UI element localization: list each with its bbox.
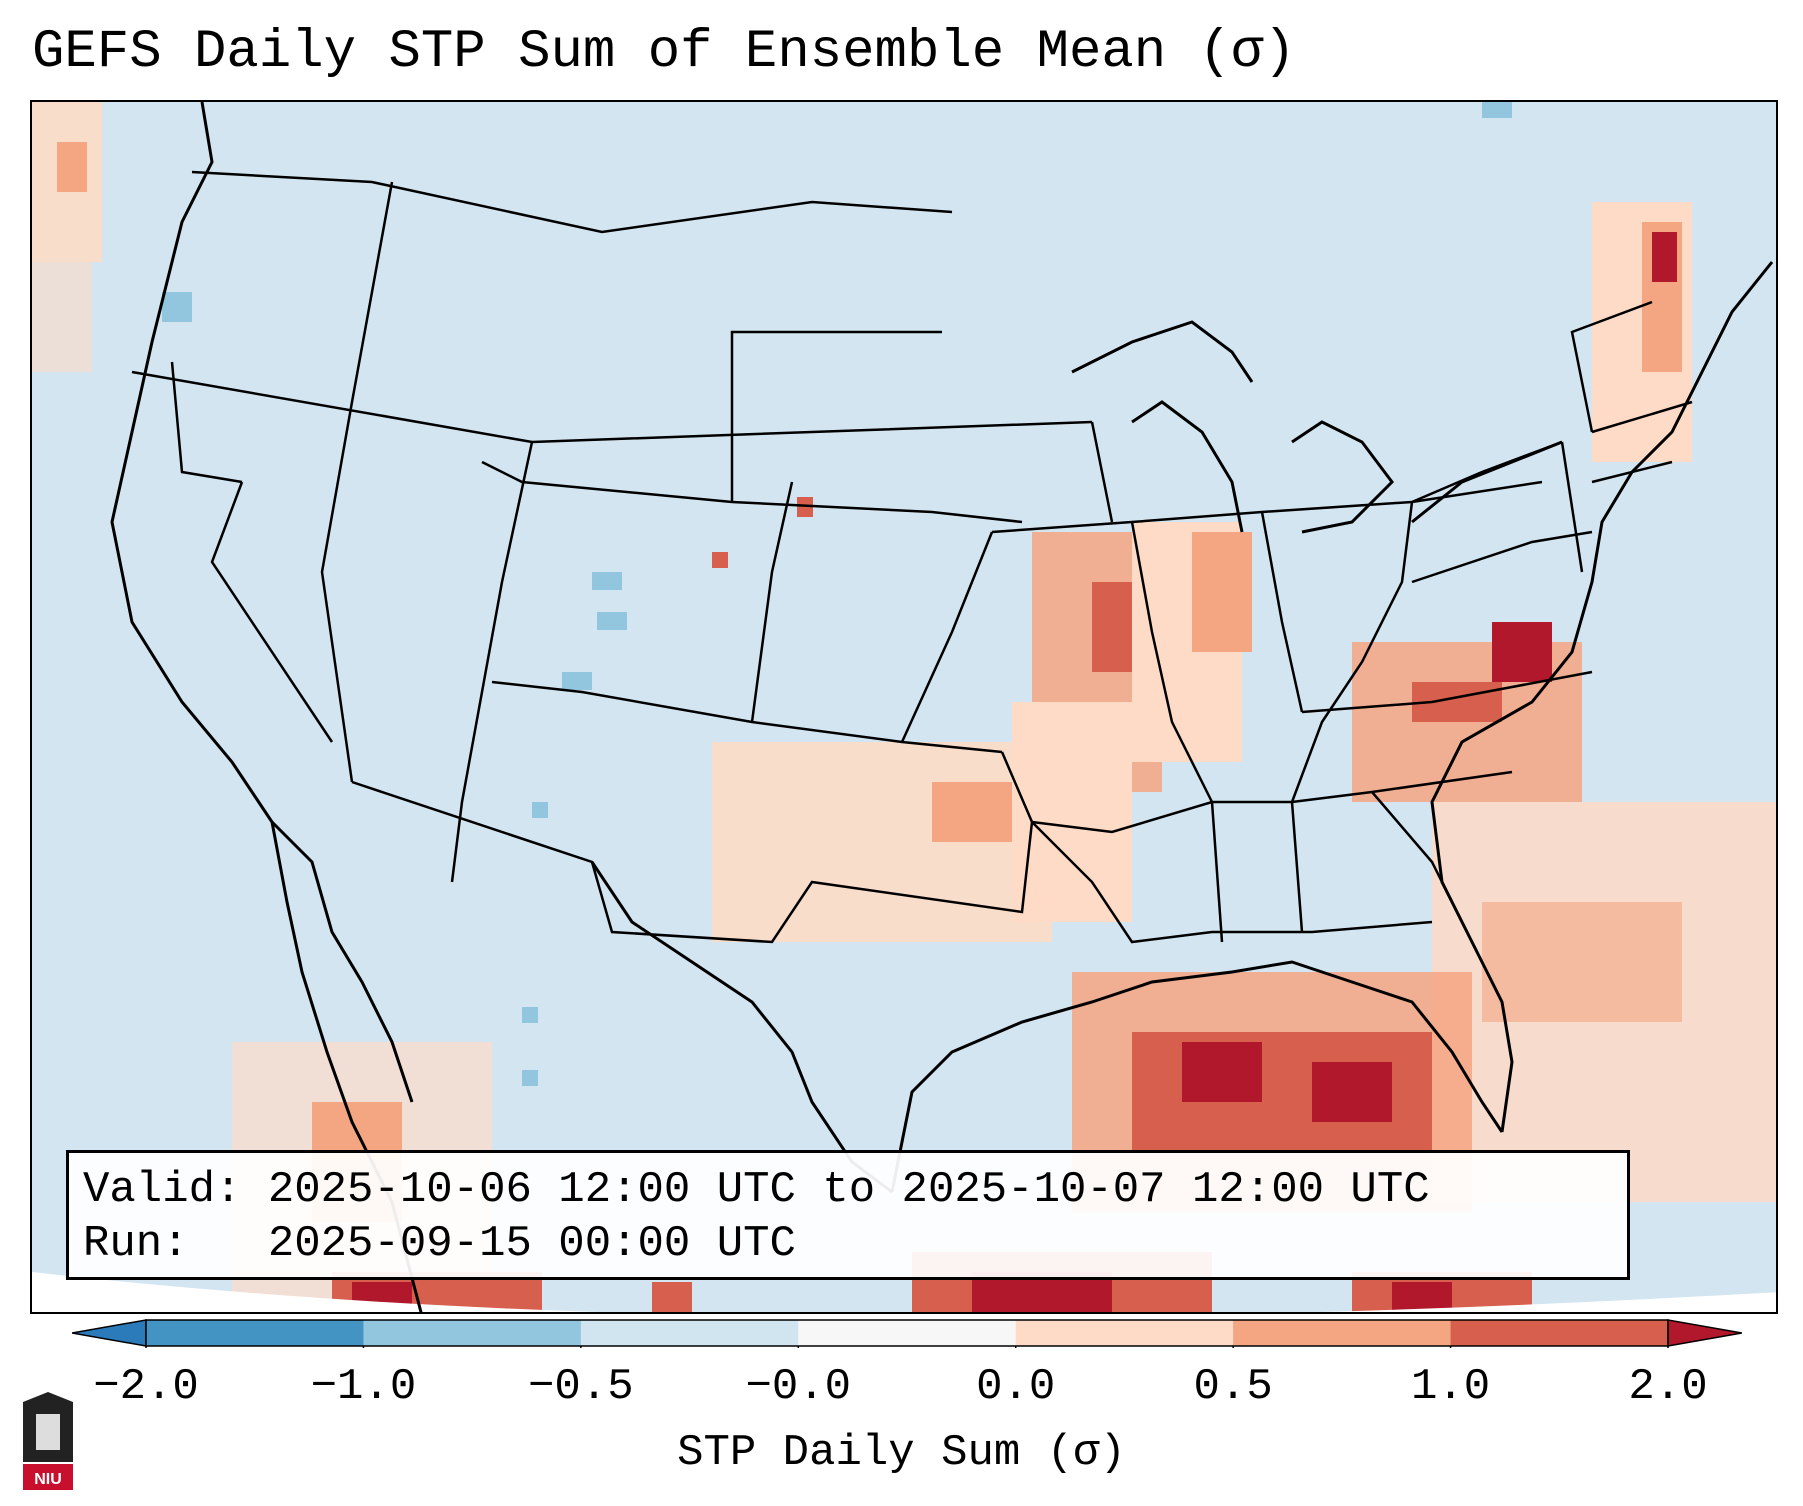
- field-cell: [1652, 232, 1677, 282]
- colorbar-segment: [1015, 1320, 1234, 1346]
- valid-run-box: Valid: 2025-10-06 12:00 UTC to 2025-10-0…: [66, 1150, 1630, 1280]
- field-cell: [1482, 902, 1682, 1022]
- colorbar-tick-label: −0.5: [528, 1362, 634, 1412]
- colorbar-segment: [580, 1320, 799, 1346]
- field-cell: [1312, 1062, 1392, 1122]
- state-borders: [131, 170, 1693, 944]
- logo-tower-window: [36, 1414, 60, 1450]
- projection-edge: [32, 1272, 1776, 1312]
- logo-band: [23, 1464, 73, 1490]
- map-canvas: [32, 102, 1776, 1312]
- valid-value: 2025-10-06 12:00 UTC to 2025-10-07 12:00…: [267, 1165, 1430, 1215]
- field-cell: [597, 612, 627, 630]
- colorbar-tick-label: −1.0: [310, 1362, 417, 1412]
- colorbar: [72, 1319, 1742, 1348]
- colorbar-segment: [1450, 1320, 1669, 1346]
- field-cell: [532, 802, 548, 818]
- colorbar-tick-label: 0.5: [1193, 1362, 1273, 1412]
- valid-label: Valid:: [83, 1165, 242, 1215]
- colorbar-tick-label: 2.0: [1628, 1362, 1708, 1412]
- field-cell: [162, 292, 192, 322]
- colorbar-segments: [72, 1319, 1742, 1348]
- field-cell: [1482, 102, 1512, 118]
- field-cell: [32, 262, 92, 372]
- colorbar-tick-label: 0.0: [976, 1362, 1056, 1412]
- run-value: 2025-09-15 00:00 UTC: [267, 1219, 796, 1269]
- colorbar-tick-label: −0.0: [745, 1362, 852, 1412]
- field-cell: [1182, 1042, 1262, 1102]
- colorbar-segment: [1233, 1320, 1452, 1346]
- run-label: Run:: [83, 1219, 189, 1269]
- colorbar-extend-high: [1667, 1319, 1742, 1347]
- field-cell: [562, 672, 592, 690]
- colorbar-segment: [798, 1320, 1017, 1346]
- field-cell: [797, 497, 813, 517]
- field-cell: [1492, 622, 1552, 682]
- field-cell: [652, 1282, 692, 1312]
- field-cell: [592, 572, 622, 590]
- field-cell: [1392, 1282, 1452, 1312]
- colorbar-segment: [363, 1320, 582, 1346]
- colorbar-extend-low: [72, 1319, 147, 1347]
- map-panel: [30, 100, 1778, 1314]
- niu-logo: NIU: [23, 1392, 73, 1490]
- field-cell: [1012, 702, 1132, 922]
- colorbar-label: STP Daily Sum (σ): [677, 1428, 1126, 1478]
- colorbar-tick-label: 1.0: [1410, 1362, 1491, 1412]
- logo-text: NIU: [34, 1471, 62, 1488]
- field-cell: [1092, 582, 1132, 672]
- colorbar-tick-label: −2.0: [93, 1362, 199, 1412]
- colorbar-segment: [146, 1320, 364, 1346]
- coastline: [110, 102, 1774, 1312]
- colorbar-outline: [145, 1319, 1669, 1347]
- field-cell: [1192, 532, 1252, 652]
- field-cell: [522, 1070, 538, 1086]
- map-title: GEFS Daily STP Sum of Ensemble Mean (σ): [32, 22, 1296, 83]
- field-cell: [522, 1007, 538, 1023]
- field-cell: [712, 552, 728, 568]
- field-cell: [57, 142, 87, 192]
